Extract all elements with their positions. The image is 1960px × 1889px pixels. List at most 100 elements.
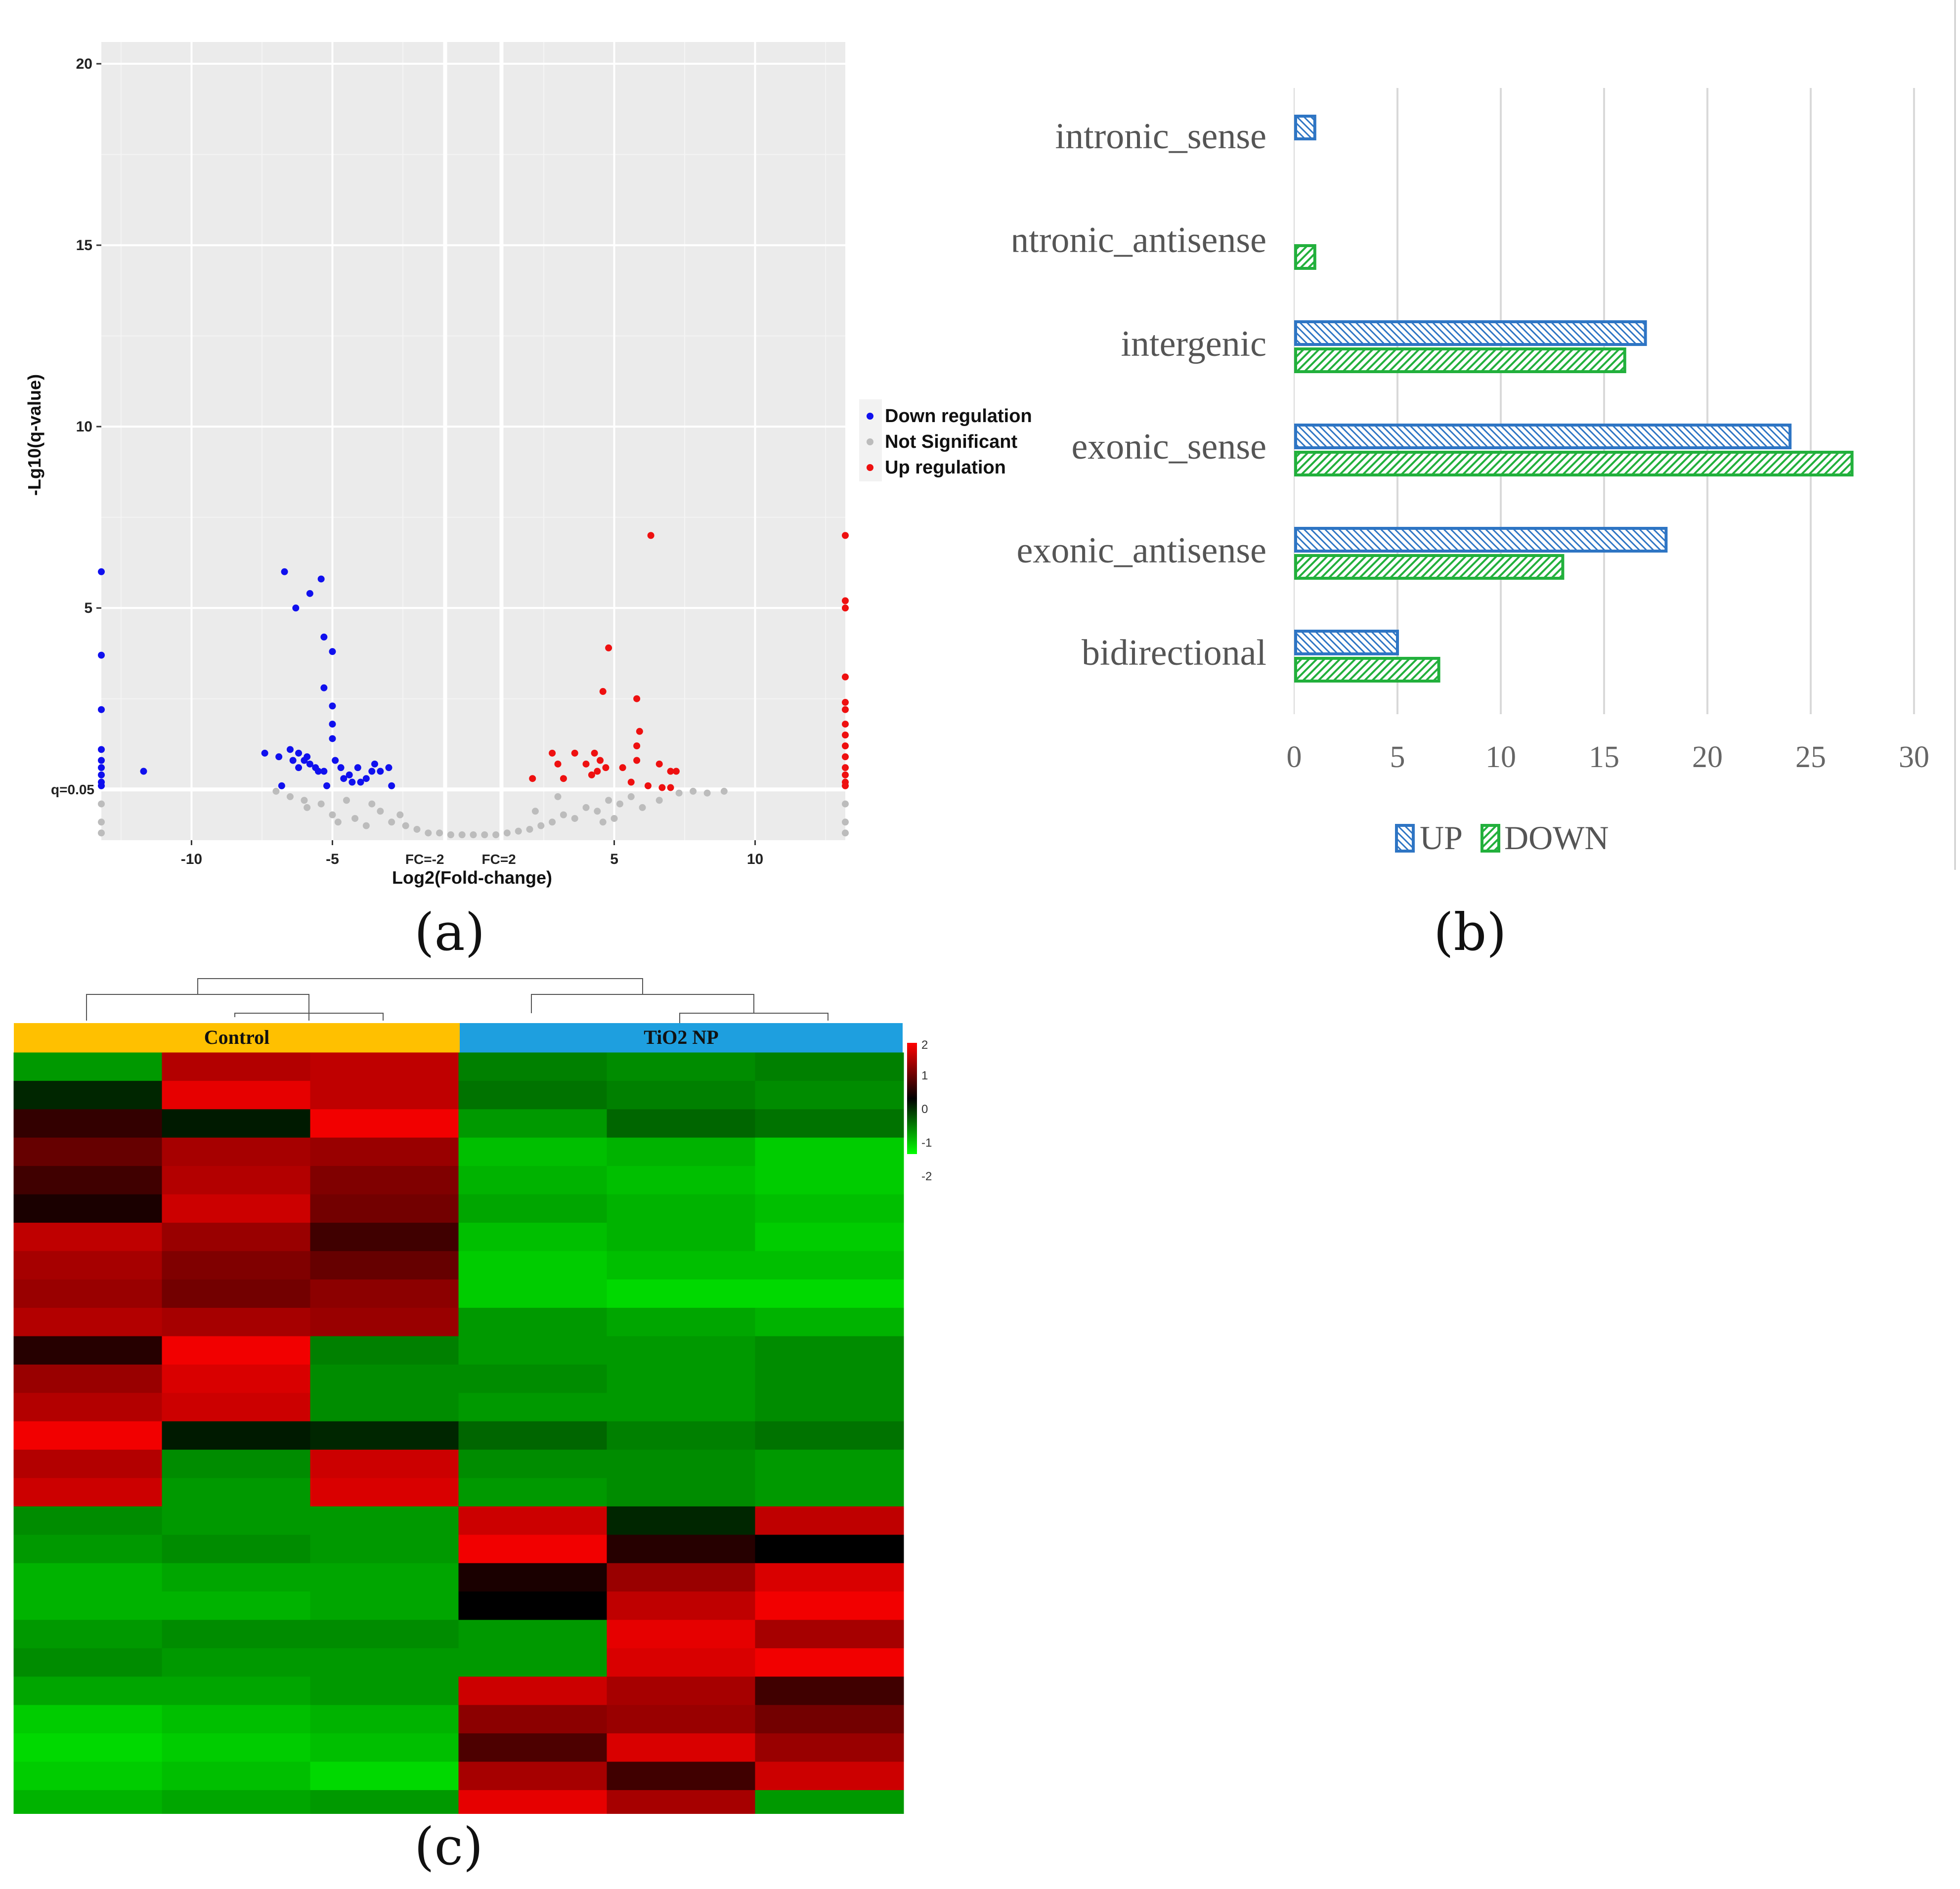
heatmap-cell <box>310 1676 459 1706</box>
bar-up <box>1294 527 1668 553</box>
heatmap-cell <box>13 1790 163 1814</box>
heatmap-dendrogram <box>86 978 828 1023</box>
volcano-point <box>140 768 147 775</box>
heatmap-cell <box>13 1080 163 1110</box>
volcano-point <box>605 644 612 651</box>
volcano-point <box>323 782 331 789</box>
heatmap-cell <box>755 1761 904 1791</box>
volcano-point <box>348 778 356 786</box>
heatmap-cell <box>162 1052 311 1081</box>
volcano-point <box>602 764 610 772</box>
volcano-point <box>98 757 105 764</box>
heatmap-cell <box>162 1222 311 1252</box>
heatmap-cell <box>13 1194 163 1223</box>
volcano-point <box>377 808 384 815</box>
heatmap-cell <box>607 1222 756 1252</box>
bar-down <box>1294 347 1626 373</box>
volcano-point <box>560 775 567 782</box>
heatmap-cell <box>607 1137 756 1167</box>
heatmap-cell <box>755 1676 904 1706</box>
bar-down <box>1294 657 1440 683</box>
heatmap-cell <box>755 1364 904 1394</box>
volcano-point <box>292 604 300 612</box>
heatmap-cell <box>310 1705 459 1734</box>
heatmap-cell <box>755 1450 904 1479</box>
volcano-point <box>329 702 336 710</box>
volcano-point <box>458 831 466 838</box>
heatmap-cell <box>162 1308 311 1337</box>
bar-category-label: exonic_antisense <box>1017 530 1267 571</box>
volcano-legend-label: Up regulation <box>885 457 1006 478</box>
heatmap-cell <box>607 1591 756 1621</box>
heatmap-cell <box>607 1251 756 1280</box>
volcano-point <box>98 818 105 826</box>
volcano-point <box>842 532 849 539</box>
volcano-point <box>842 771 849 778</box>
heatmap-cell <box>458 1733 608 1762</box>
heatmap-cell <box>13 1733 163 1762</box>
heatmap-cell <box>162 1761 311 1791</box>
bar-x-tick-label: 20 <box>1692 740 1723 774</box>
volcano-point <box>98 764 105 772</box>
group-tio2-bar <box>460 1023 903 1053</box>
heatmap-cell <box>13 1591 163 1621</box>
volcano-point <box>492 831 500 838</box>
heatmap-cell <box>607 1790 756 1814</box>
heatmap-cell <box>310 1222 459 1252</box>
bar-panel: intronic_sense intronic_antisense intergen… <box>1013 0 1960 962</box>
heatmap-cell <box>162 1790 311 1814</box>
heatmap-cell <box>458 1336 608 1365</box>
heatmap-cell <box>13 1450 163 1479</box>
heatmap-cell <box>162 1506 311 1536</box>
volcano-point <box>529 775 536 782</box>
volcano-point <box>337 764 345 772</box>
volcano-point <box>371 760 378 768</box>
volcano-x-tick-label: -5 <box>326 851 339 867</box>
heatmap-cell <box>458 1676 608 1706</box>
volcano-point <box>357 778 364 786</box>
volcano-point <box>842 699 849 706</box>
volcano-point <box>351 815 359 822</box>
volcano-point <box>317 800 325 808</box>
volcano-point <box>842 731 849 739</box>
volcano-point <box>703 789 711 797</box>
bar-x-tick-label: 5 <box>1390 740 1405 774</box>
heatmap-cell <box>755 1563 904 1592</box>
bar-down <box>1294 554 1565 580</box>
group-control-bar <box>14 1023 460 1053</box>
heatmap-cell <box>310 1790 459 1814</box>
heatmap-cell <box>755 1648 904 1677</box>
volcano-point <box>842 706 849 713</box>
bar-down <box>1294 244 1316 270</box>
volcano-point <box>619 764 626 772</box>
heatmap-cell <box>458 1080 608 1110</box>
heatmap-cell <box>162 1591 311 1621</box>
volcano-plot: -10 -5 5 10 5 10 15 20 q=0.05 FC=-2 FC=2 Log2(Fold… <box>24 42 1032 888</box>
volcano-point <box>98 651 105 659</box>
legend-up-label: UP <box>1420 819 1463 857</box>
heatmap-cell <box>310 1364 459 1394</box>
volcano-point <box>304 753 311 761</box>
colorbar-tick-label: 2 <box>921 1038 928 1052</box>
volcano-y-tick-label: 20 <box>76 56 92 72</box>
volcano-legend-label: Down regulation <box>885 406 1032 427</box>
heatmap-cell <box>13 1109 163 1138</box>
colorbar-tick-label: -2 <box>921 1170 932 1183</box>
volcano-point <box>636 728 643 735</box>
heatmap-cell <box>13 1506 163 1536</box>
volcano-point <box>329 811 336 818</box>
volcano-y-tick-label: 5 <box>84 600 92 616</box>
volcano-point <box>531 808 539 815</box>
heatmap-cell <box>310 1166 459 1195</box>
volcano-point <box>329 648 336 655</box>
heatmap-cell <box>310 1478 459 1507</box>
heatmap-cell <box>13 1648 163 1677</box>
volcano-point <box>591 749 598 757</box>
heatmap-cell <box>310 1733 459 1762</box>
heatmap-cell <box>13 1535 163 1564</box>
heatmap-panel: Control TiO2 NP 2 1 0 -1 -2 (c) <box>0 964 989 1889</box>
heatmap-cell <box>458 1535 608 1564</box>
heatmap-cell <box>458 1478 608 1507</box>
volcano-point <box>286 793 294 800</box>
volcano-point <box>571 749 578 757</box>
